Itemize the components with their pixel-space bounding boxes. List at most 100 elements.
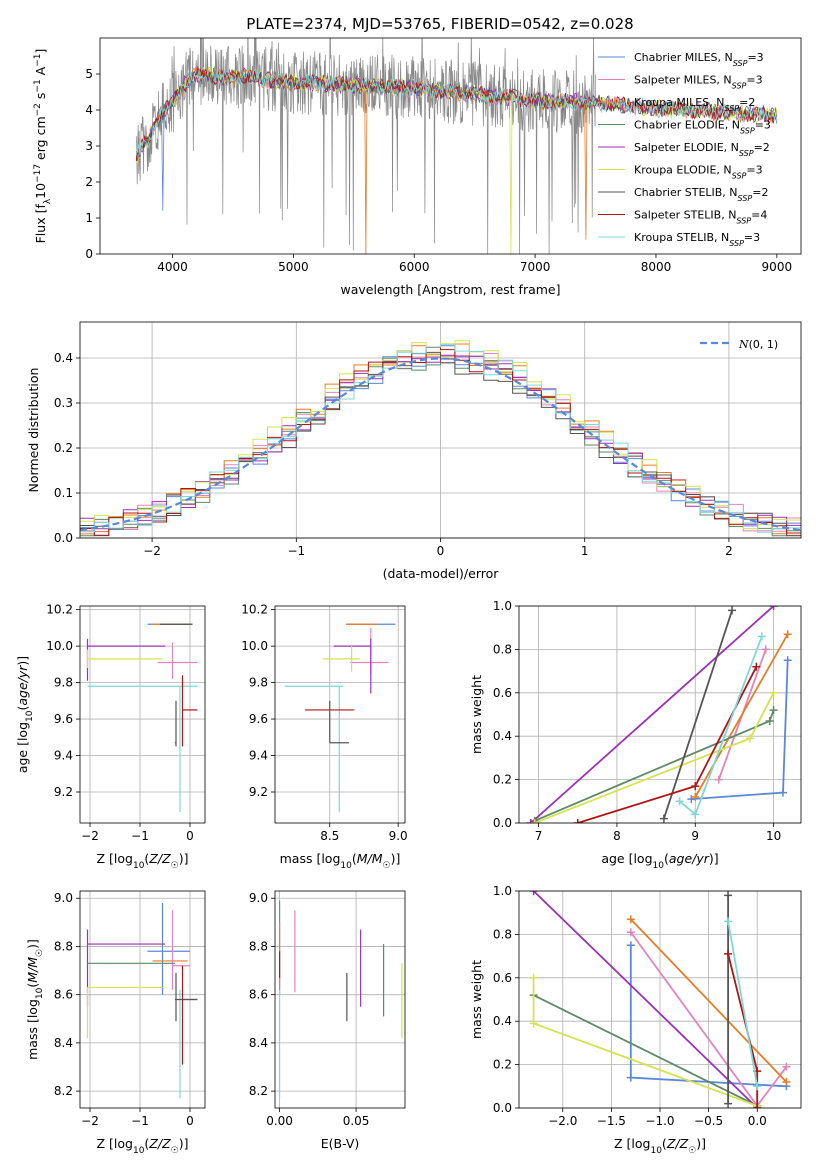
y-tick-label: 0 <box>85 247 93 261</box>
y-tick-label: 0.4 <box>54 351 73 365</box>
x-tick-label: 0 <box>437 544 445 558</box>
x-tick-label: −2.0 <box>548 1114 577 1128</box>
x-tick-label: −1.5 <box>597 1114 626 1128</box>
y-tick-label: 10.2 <box>46 603 73 617</box>
text-part: )] <box>179 851 189 866</box>
weight-point <box>753 1104 762 1108</box>
text-part: SSP <box>740 126 755 135</box>
panel-spectrum: 4000 5000 6000 7000 8000 9000 0 1 2 3 4 5 wavelength… <box>33 37 802 297</box>
text-part: =2 <box>752 186 768 199</box>
y-axis-label: Normed distribution <box>26 368 41 493</box>
y-tick-label: 9.0 <box>54 891 73 905</box>
y-tick-label: 8.8 <box>54 939 73 953</box>
y-tick-label: 1.0 <box>493 884 512 898</box>
weight-point <box>659 814 668 823</box>
text-part: Salpeter MILES, N <box>634 74 732 87</box>
text-part: 10 <box>33 183 48 199</box>
text-part: )] <box>179 1136 189 1151</box>
plot-area <box>529 891 791 1108</box>
text-part: =3 <box>755 119 771 132</box>
text-part: )] <box>25 939 40 949</box>
text-part: ( <box>25 983 40 988</box>
text-part: Chabrier MILES, N <box>634 51 733 64</box>
weight-point <box>769 606 778 610</box>
text-part: −1 <box>33 54 43 67</box>
weight-point <box>573 819 582 823</box>
y-tick-label: 0.1 <box>54 486 73 500</box>
text-part: SSP <box>736 216 751 225</box>
x-tick-label: 10 <box>766 829 781 843</box>
y-tick-label: 8.4 <box>54 1036 73 1050</box>
y-tick-label: 0.4 <box>493 729 512 743</box>
text-part: Salpeter ELODIE, N <box>634 141 739 154</box>
legend-entry: Salpeter MILES, NSSP=3 <box>634 74 763 91</box>
text-part: Salpeter STELIB, N <box>634 209 736 222</box>
y-axis-label: mass weight <box>469 675 484 754</box>
text-part: 10 <box>133 861 145 871</box>
legend-entry: N(0, 1) <box>738 338 778 351</box>
weight-point <box>783 656 792 665</box>
text-part: M/M <box>25 957 40 983</box>
text-part: SSP <box>724 104 739 113</box>
text-part: ( <box>15 706 30 711</box>
weight-line-salpeter-elodie <box>532 891 758 1108</box>
x-axis-label: age [log10(age/yr)] <box>601 851 718 871</box>
x-tick-label: 7000 <box>520 260 551 274</box>
x-tick-label: 8 <box>613 829 621 843</box>
x-tick-label: 5000 <box>278 260 309 274</box>
y-tick-label: 1 <box>85 211 93 225</box>
weight-line-chabrier-stelib <box>663 610 733 819</box>
ticks: 8.5 9.0 9.2 9.4 9.6 9.8 10.0 10.2 <box>241 603 407 843</box>
plot-area <box>135 38 778 254</box>
text-part: ☉ <box>383 861 391 871</box>
y-tick-label: 0.6 <box>493 686 512 700</box>
text-part: SSP <box>739 149 754 158</box>
text-part: Flux [f <box>33 204 48 244</box>
x-tick-label: −0.5 <box>694 1114 723 1128</box>
y-tick-label: 9.2 <box>249 785 268 799</box>
text-part: ( <box>662 1136 667 1151</box>
y-axis-label: Flux [fλ10−17 erg cm−2 s−1 A−1] <box>33 49 53 244</box>
weight-point <box>529 973 538 982</box>
legend-entry: Kroupa ELODIE, NSSP=3 <box>634 164 763 181</box>
legend-entry: Salpeter STELIB, NSSP=4 <box>634 209 767 226</box>
weight-line-kroupa-stelib <box>727 921 759 1087</box>
panel-age_vs_Z: −2 −1 09.29.49.69.810.010.2Z [log10(Z/Z☉)]… <box>15 603 206 871</box>
y-tick-label: 8.6 <box>54 988 73 1002</box>
y-axis-label: mass [log10(M/M☉)] <box>25 939 45 1060</box>
text-part: Z [log <box>614 1136 650 1151</box>
y-tick-label: 8.2 <box>249 1084 268 1098</box>
weight-point <box>724 949 733 958</box>
text-part: N <box>738 338 749 351</box>
weight-point <box>691 792 700 801</box>
y-tick-label: 8.2 <box>54 1084 73 1098</box>
plot-area <box>80 340 801 537</box>
text-part: age [log <box>15 722 30 773</box>
panel-mass_vs_Z: −2 −1 08.28.48.68.89.0Z [log10(Z/Z☉)]mass … <box>25 890 206 1156</box>
text-part: =3 <box>746 164 762 177</box>
x-axis-label: Z [log10(Z/Z☉)] <box>97 1136 189 1156</box>
ticks: 4000 5000 6000 7000 8000 9000 0 1 2 3 4 5 <box>85 67 792 274</box>
text-part: age/yr <box>15 665 30 706</box>
text-part: Chabrier STELIB, N <box>634 186 738 199</box>
text-part: ( <box>352 851 357 866</box>
y-tick-label: 9.6 <box>249 712 268 726</box>
text-part: )] <box>15 656 30 666</box>
text-part: s <box>33 93 48 104</box>
weight-point <box>728 606 737 615</box>
weight-point <box>752 662 761 671</box>
weight-point <box>724 891 733 900</box>
y-tick-label: 0.2 <box>493 1058 512 1072</box>
x-axis-label: wavelength [Angstrom, rest frame] <box>340 282 560 297</box>
y-tick-label: 2 <box>85 175 93 189</box>
text-part: Z/Z <box>666 1136 689 1151</box>
x-tick-label: 1 <box>581 544 589 558</box>
x-tick-label: 8000 <box>641 260 672 274</box>
weight-point <box>765 717 774 726</box>
y-tick-label: 9.6 <box>54 712 73 726</box>
x-tick-label: −2 <box>143 544 161 558</box>
legend-entry: Kroupa STELIB, NSSP=3 <box>634 231 760 248</box>
y-axis-label: age [log10(age/yr)] <box>15 656 35 773</box>
text-part: 10 <box>25 710 35 722</box>
